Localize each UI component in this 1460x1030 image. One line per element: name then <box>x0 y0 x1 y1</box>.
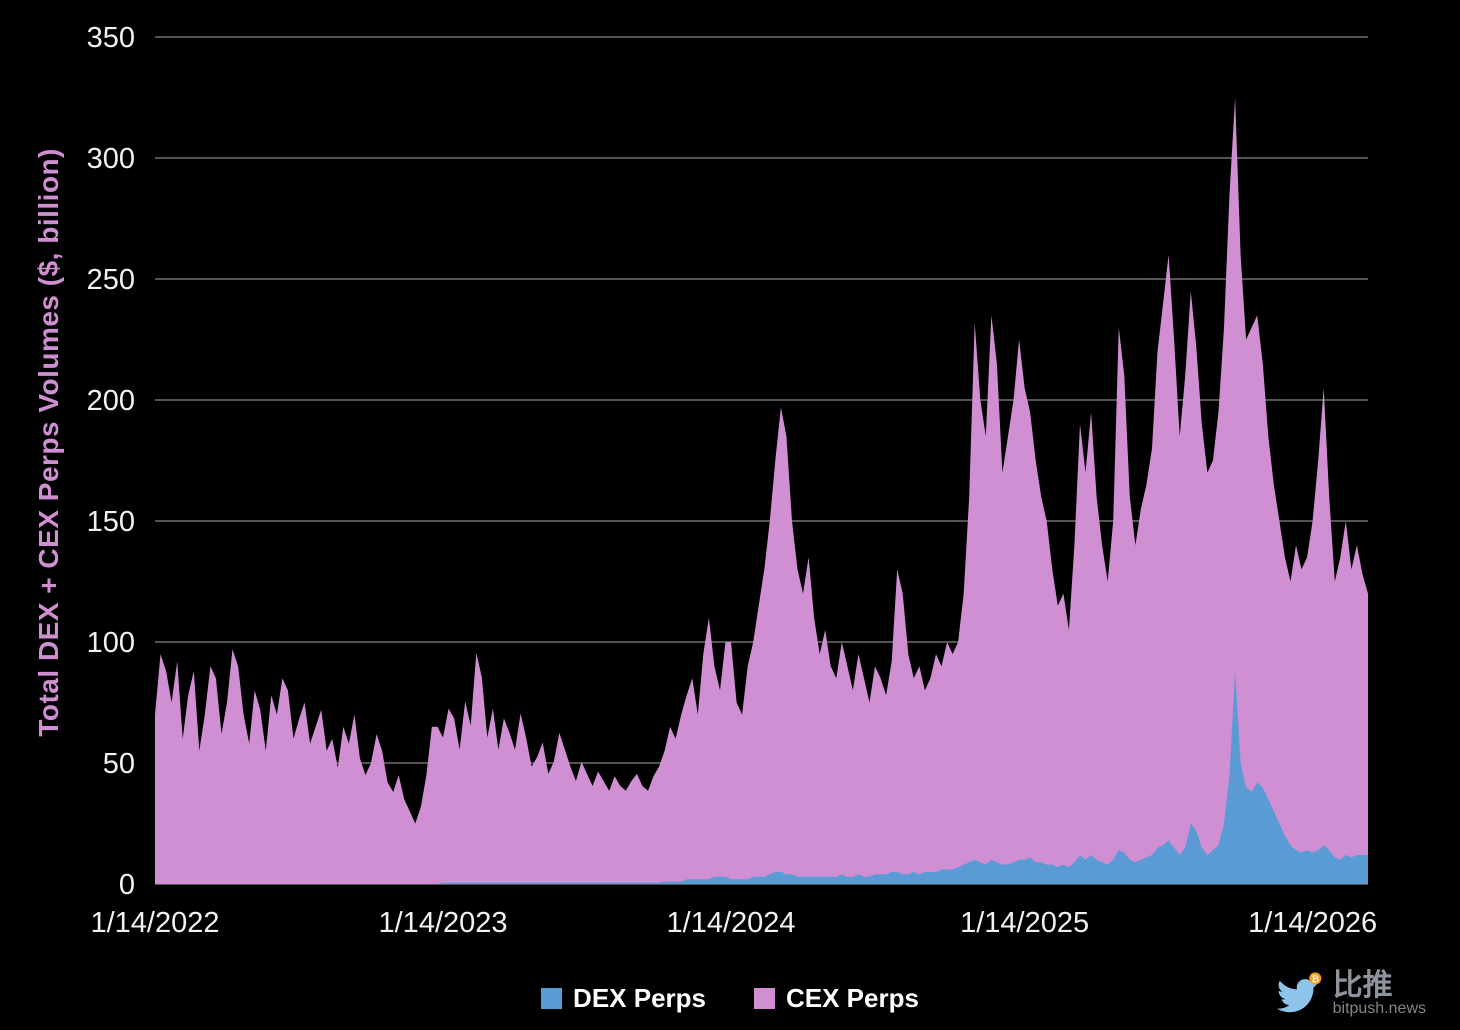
y-tick-label-250: 250 <box>87 264 135 296</box>
legend-item-dex-perps: DEX Perps <box>541 983 706 1014</box>
cex-perps-area <box>155 97 1368 884</box>
y-tick-label-50: 50 <box>103 748 135 780</box>
chart-legend: DEX Perps CEX Perps <box>0 983 1460 1014</box>
dex-perps-area <box>155 671 1368 884</box>
legend-label: DEX Perps <box>573 983 706 1013</box>
y-tick-label-300: 300 <box>87 143 135 175</box>
x-tick-label-1/14/2024: 1/14/2024 <box>667 907 796 939</box>
watermark-brand: 比推 <box>1332 968 1393 1002</box>
x-tick-label-1/14/2026: 1/14/2026 <box>1248 907 1377 939</box>
y-tick-label-150: 150 <box>87 506 135 538</box>
legend-item-cex-perps: CEX Perps <box>754 983 919 1014</box>
y-tick-label-350: 350 <box>87 22 135 54</box>
watermark-text: 比推 bitpush.news <box>1333 970 1426 1018</box>
x-tick-label-1/14/2022: 1/14/2022 <box>90 907 219 939</box>
watermark-site: bitpush.news <box>1332 1000 1426 1018</box>
y-tick-label-200: 200 <box>87 385 135 417</box>
y-tick-label-0: 0 <box>119 869 135 901</box>
svg-text:₿: ₿ <box>1311 974 1319 985</box>
watermark: ₿ 比推 bitpush.news <box>1275 970 1426 1018</box>
legend-label: CEX Perps <box>786 983 919 1013</box>
x-tick-label-1/14/2025: 1/14/2025 <box>960 907 1089 939</box>
bird-icon: ₿ <box>1276 972 1321 1013</box>
bitcoin-coin-icon <box>1308 972 1321 985</box>
y-axis-title: Total DEX + CEX Perps Volumes ($, billio… <box>14 0 84 884</box>
y-tick-label-100: 100 <box>87 627 135 659</box>
y-axis-title-text: Total DEX + CEX Perps Volumes ($, billio… <box>33 147 64 737</box>
legend-swatch <box>754 988 775 1009</box>
x-tick-label-1/14/2023: 1/14/2023 <box>379 907 508 939</box>
legend-swatch <box>541 988 563 1009</box>
